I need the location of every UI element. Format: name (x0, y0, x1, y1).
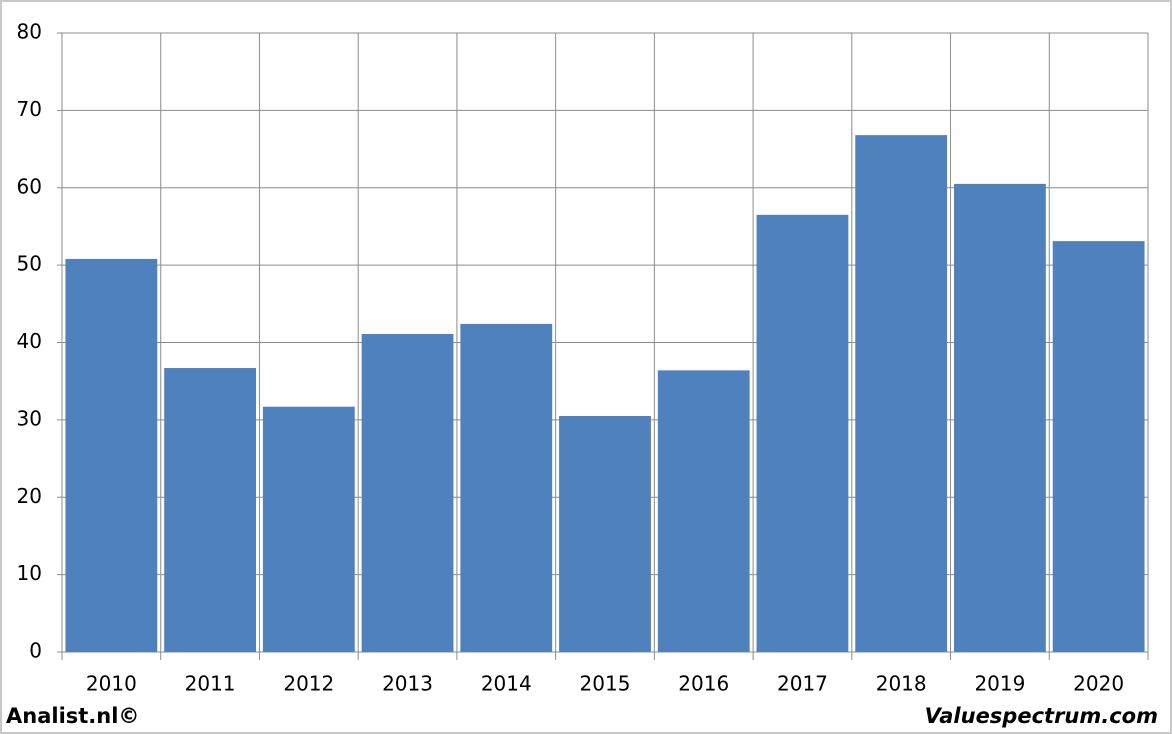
y-tick-label: 40 (17, 329, 42, 353)
bar (460, 323, 553, 652)
source-right: Valuespectrum.com (925, 704, 1158, 728)
x-tick-label: 2011 (185, 672, 236, 696)
bar (855, 135, 948, 652)
x-tick-label: 2019 (974, 672, 1025, 696)
bar (559, 416, 651, 652)
y-tick-label: 60 (17, 174, 42, 198)
x-tick-label: 2020 (1073, 672, 1124, 696)
bar (1052, 241, 1145, 653)
x-tick-label: 2016 (678, 672, 729, 696)
bar (361, 333, 454, 652)
source-left: Analist.nl© (6, 704, 139, 728)
bar (756, 214, 849, 653)
x-tick-label: 2010 (86, 672, 137, 696)
bar (954, 183, 1046, 652)
x-tick-label: 2018 (876, 672, 927, 696)
bar (164, 368, 256, 652)
bar (65, 258, 158, 652)
x-tick-label: 2017 (777, 672, 828, 696)
x-tick-label: 2015 (580, 672, 631, 696)
x-tick-label: 2012 (283, 672, 334, 696)
y-tick-label: 0 (29, 639, 42, 663)
y-tick-label: 80 (17, 20, 42, 44)
x-tick-label: 2014 (481, 672, 532, 696)
y-tick-label: 10 (17, 561, 42, 585)
y-tick-label: 30 (17, 406, 42, 430)
y-tick-label: 70 (17, 97, 42, 121)
bar (262, 406, 355, 652)
x-tick-label: 2013 (382, 672, 433, 696)
y-tick-label: 20 (17, 484, 42, 508)
y-tick-label: 50 (17, 252, 42, 276)
bar (657, 370, 750, 652)
